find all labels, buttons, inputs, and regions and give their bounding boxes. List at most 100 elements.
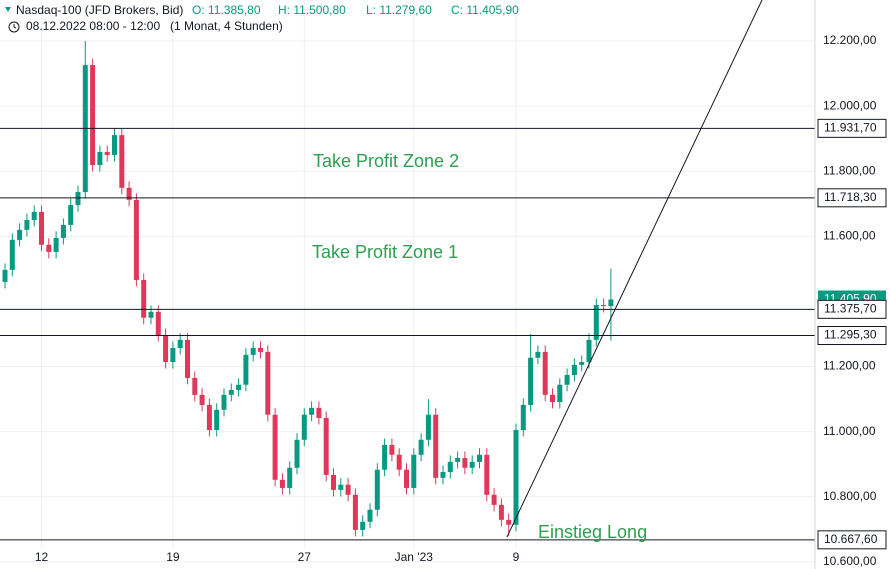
candle-body <box>506 519 512 525</box>
y-tick-label: 10.600,00 <box>823 554 877 568</box>
candle-body <box>455 457 461 462</box>
candle-body <box>265 351 271 415</box>
candle-body <box>513 430 519 525</box>
candle-body <box>345 484 351 495</box>
candle-body <box>528 357 534 405</box>
candle-body <box>411 454 417 488</box>
y-tick-label: 11.000,00 <box>823 424 876 438</box>
candle-body <box>39 211 44 245</box>
y-tick-label: 10.800,00 <box>823 489 877 503</box>
candle-body <box>24 220 30 230</box>
candle-body <box>206 404 212 431</box>
candle-body <box>155 311 161 335</box>
candle-body <box>60 224 66 238</box>
candle-body <box>9 239 15 270</box>
ohlc: O: 11.385,80 <box>192 3 261 17</box>
candle-body <box>126 187 132 200</box>
candle-body <box>579 361 585 365</box>
candle-body <box>331 474 336 490</box>
candle-body <box>425 414 431 440</box>
level-label: 11.931,70 <box>824 121 877 135</box>
collapse-icon <box>5 7 11 12</box>
candle-body <box>404 469 409 488</box>
y-tick-label: 12.000,00 <box>823 98 877 112</box>
y-tick-label: 12.200,00 <box>823 33 877 47</box>
annotation: Einstieg Long <box>538 522 647 542</box>
candle-body <box>133 199 139 280</box>
candle-body <box>148 311 154 318</box>
y-tick-label: 11.200,00 <box>823 359 876 373</box>
candle-body <box>382 444 388 470</box>
candle-body <box>119 135 125 188</box>
candle-body <box>31 211 37 221</box>
ohlc: C: 11.405,90 <box>451 3 519 17</box>
candle-body <box>163 334 169 362</box>
level-box <box>817 188 887 208</box>
candle-body <box>250 347 256 355</box>
candle-body <box>447 461 453 472</box>
y-tick-label: 11.600,00 <box>823 228 876 242</box>
candle-body <box>498 504 504 520</box>
x-tick-label: 12 <box>35 550 49 564</box>
candle-body <box>462 457 468 468</box>
candle-body <box>112 135 117 155</box>
candle-body <box>75 192 81 206</box>
candle-body <box>258 347 263 352</box>
candle-body <box>228 389 234 395</box>
candle-body <box>557 384 563 403</box>
candle-body <box>586 339 592 362</box>
clock-icon <box>8 21 20 33</box>
candle-body <box>236 384 242 390</box>
level-box <box>817 118 887 138</box>
header: Nasdaq-100 (JFD Brokers, Bid) O: 11.385,… <box>5 3 519 33</box>
candle-body <box>185 339 190 378</box>
candle-body <box>396 454 402 470</box>
axis-labels: 12.200,00 12.000,00 11.800,00 11.600,00 11.2… <box>35 33 887 568</box>
candle-body <box>323 417 329 475</box>
candle-body <box>177 339 183 348</box>
x-tick-label: 27 <box>298 550 312 564</box>
candle-body <box>484 454 490 495</box>
candle-body <box>287 467 293 488</box>
candle-body <box>360 521 366 530</box>
candle-body <box>214 409 220 431</box>
y-tick-label: 11.800,00 <box>823 163 876 177</box>
candle-body <box>469 461 475 468</box>
candle-body <box>90 65 96 166</box>
trend-line <box>506 0 763 538</box>
candle-body <box>593 305 599 340</box>
candle-body <box>170 347 176 362</box>
candle-body <box>97 152 103 166</box>
candle-body <box>221 394 227 410</box>
candle-body <box>433 414 439 478</box>
candle-body <box>352 494 358 530</box>
candle-body <box>608 299 614 307</box>
candle-body <box>68 205 74 225</box>
candle-body <box>520 404 526 431</box>
candle-body <box>2 269 8 282</box>
candle-body <box>491 494 497 505</box>
ohlc: L: 11.279,60 <box>366 3 432 17</box>
annotation: Take Profit Zone 2 <box>313 151 459 171</box>
level-label: 10.667,60 <box>824 532 878 546</box>
candle-body <box>46 244 52 252</box>
candle-body <box>316 407 322 418</box>
candle-body <box>564 374 570 385</box>
levels <box>0 127 815 541</box>
x-tick-label: Jan '23 <box>395 550 434 564</box>
level-label: 11.375,70 <box>824 302 877 316</box>
annotation: Take Profit Zone 1 <box>312 242 458 262</box>
candle-body <box>294 439 300 468</box>
candle-body <box>243 354 249 385</box>
candle-body <box>550 394 555 403</box>
candle-body <box>571 364 577 375</box>
candle-body <box>477 454 482 462</box>
candle-body <box>301 414 307 440</box>
level-box <box>817 299 887 319</box>
candle-body <box>601 305 607 307</box>
candle-body <box>53 237 59 252</box>
candle-body <box>440 471 446 478</box>
candle-body <box>272 414 278 480</box>
